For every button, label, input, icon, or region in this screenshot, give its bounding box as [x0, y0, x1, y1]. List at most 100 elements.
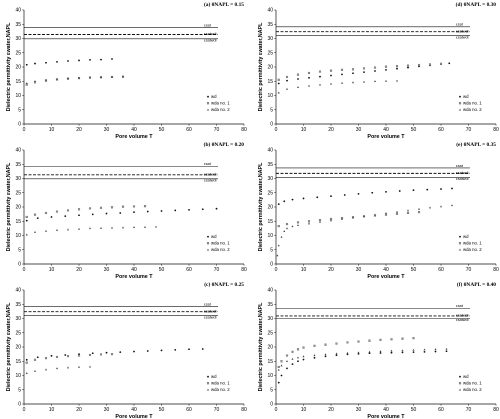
- data-point-circle: [343, 194, 346, 196]
- x-tick-label: 60: [186, 267, 192, 273]
- data-point-triangle: [440, 205, 442, 208]
- data-point-triangle: [291, 225, 294, 228]
- data-point-triangle: [412, 348, 415, 351]
- data-point-square: [373, 66, 377, 69]
- data-point-triangle: [346, 351, 349, 354]
- data-point-triangle: [45, 78, 47, 81]
- reference-line-label: εsat: [204, 162, 212, 166]
- data-point-circle: [286, 367, 288, 370]
- legend-entry: wda no. 2: [463, 107, 482, 112]
- data-point-circle: [407, 66, 409, 69]
- data-point-square: [110, 206, 114, 209]
- x-tick-label: 40: [383, 127, 389, 133]
- data-point-square: [412, 337, 415, 340]
- y-tick-label: 5: [270, 247, 273, 253]
- data-point-circle: [426, 188, 429, 191]
- data-point-triangle: [56, 77, 58, 80]
- data-point-circle: [363, 71, 365, 74]
- legend-marker-square: [458, 242, 462, 245]
- data-point-triangle: [111, 226, 113, 229]
- legend-entry: wd: [211, 234, 217, 239]
- y-tick-label: 30: [267, 316, 273, 322]
- data-point-square: [302, 346, 305, 349]
- x-tick-label: 30: [356, 267, 362, 273]
- x-tick-label: 30: [104, 127, 110, 133]
- chart-panel-5: (f) θNAPL = 0.40 0 10 20 30 40 50 60 70 80 0 5 10 15 2…: [258, 281, 499, 419]
- x-tick-label: 60: [186, 127, 192, 133]
- data-point-triangle: [144, 225, 146, 228]
- y-tick-label: 0: [18, 402, 21, 408]
- x-tick-label: 70: [214, 407, 220, 413]
- data-point-circle: [412, 351, 415, 354]
- data-point-circle: [105, 212, 108, 215]
- reference-line-label: εsatwdi: [456, 35, 469, 39]
- data-point-square: [33, 213, 37, 216]
- data-point-triangle: [45, 229, 47, 232]
- data-point-triangle: [45, 368, 47, 371]
- data-point-circle: [330, 74, 332, 77]
- y-tick-label: 20: [267, 345, 273, 351]
- data-point-triangle: [291, 357, 294, 360]
- legend-marker-triangle: [459, 248, 461, 251]
- y-tick-label: 0: [270, 262, 273, 268]
- data-point-circle: [67, 60, 69, 62]
- data-point-triangle: [363, 215, 365, 217]
- y-tick-label: 20: [15, 65, 21, 71]
- data-point-triangle: [286, 227, 288, 230]
- x-tick-label: 50: [159, 407, 165, 413]
- x-axis-label: Pore volume T: [367, 414, 405, 419]
- data-point-triangle: [78, 365, 80, 368]
- data-point-triangle: [297, 224, 299, 227]
- y-axis-label: Dielectric permittivity εwater,NAPL: [6, 22, 12, 112]
- data-point-circle: [64, 354, 67, 356]
- data-point-square: [44, 357, 48, 360]
- data-point-square: [277, 365, 280, 369]
- reference-line-label: εsatwdi: [456, 318, 469, 322]
- data-point-triangle: [277, 244, 280, 247]
- data-point-triangle: [67, 228, 69, 231]
- y-tick-label: 30: [15, 176, 21, 182]
- x-tick-label: 80: [493, 407, 499, 413]
- data-point-circle: [146, 350, 149, 352]
- legend-entry: wda no. 1: [211, 381, 230, 386]
- panel-title: (d) θNAPL = 0.30: [456, 1, 497, 8]
- data-point-circle: [133, 350, 135, 353]
- y-tick-label: 0: [270, 402, 273, 408]
- x-tick-label: 30: [356, 127, 362, 133]
- data-point-square: [285, 354, 289, 357]
- x-tick-label: 10: [49, 407, 55, 413]
- data-point-triangle: [374, 80, 376, 83]
- data-point-triangle: [155, 225, 157, 228]
- x-tick-label: 70: [214, 127, 220, 133]
- y-tick-label: 40: [267, 8, 273, 14]
- panel-title: (b) θNAPL = 0.20: [204, 141, 245, 148]
- y-tick-label: 30: [15, 316, 21, 322]
- x-tick-label: 40: [383, 407, 389, 413]
- data-point-circle: [277, 203, 280, 206]
- data-point-circle: [64, 215, 67, 218]
- data-point-square: [335, 342, 338, 345]
- legend-marker-square: [206, 242, 210, 245]
- data-point-square: [277, 78, 280, 81]
- legend-marker-circle: [207, 375, 209, 378]
- data-point-triangle: [25, 372, 28, 375]
- data-point-circle: [324, 355, 327, 358]
- panel-title: (e) θNAPL = 0.35: [456, 141, 496, 148]
- data-point-triangle: [276, 254, 279, 257]
- y-tick-label: 25: [267, 50, 273, 56]
- data-point-triangle: [25, 82, 28, 85]
- y-tick-label: 5: [18, 247, 21, 253]
- data-point-circle: [368, 352, 371, 355]
- y-axis-label: Dielectric permittivity εwater,NAPL: [258, 22, 264, 112]
- data-point-square: [362, 67, 366, 70]
- data-point-square: [66, 355, 70, 358]
- x-tick-label: 0: [275, 267, 278, 273]
- data-point-square: [307, 220, 311, 223]
- legend-entry: wda no. 1: [463, 381, 482, 386]
- y-tick-label: 10: [267, 373, 273, 379]
- chart-panel-4: (e) θNAPL = 0.35 0 10 20 30 40 50 60 70 80 0 5 10 15 2…: [258, 141, 499, 280]
- data-point-square: [406, 64, 410, 67]
- y-tick-label: 15: [267, 359, 273, 365]
- y-tick-label: 25: [267, 190, 273, 196]
